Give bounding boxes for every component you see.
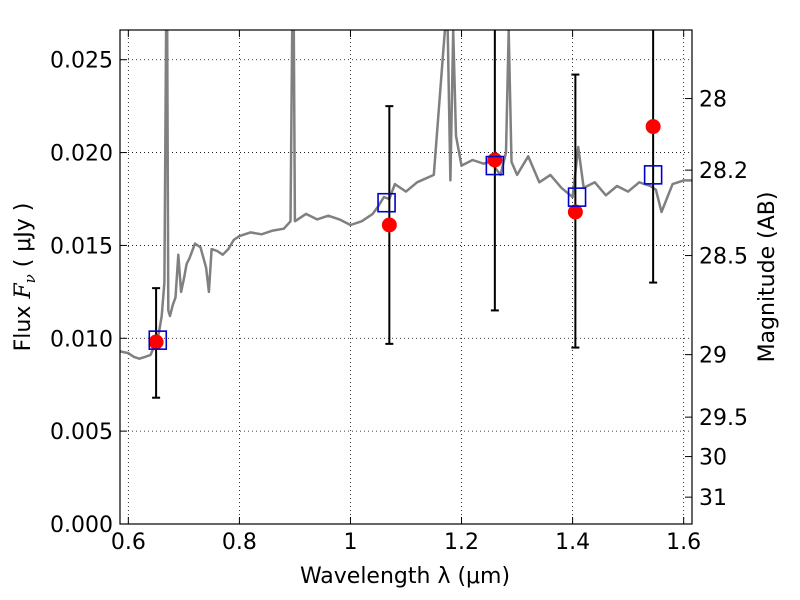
x-tick-label: 0.6 [111,530,146,555]
y2-tick-label: 31 [699,486,727,511]
observed-point [567,204,583,220]
x-axis-label: Wavelength λ (μm) [300,564,510,589]
x-tick-label: 1.4 [555,530,590,555]
model-photometry-square [485,155,505,176]
x-tick-label: 0.8 [222,530,257,555]
y-tick-label: 0.005 [50,420,113,445]
y2-tick-label: 28 [699,88,727,113]
y-tick-label: 0.020 [50,142,113,167]
model-photometry-square [643,165,663,185]
model-photometry-square [377,192,396,213]
observed-points [148,119,661,350]
y-axis-ticks: 0.000 0.005 0.010 0.015 0.020 0.025 [50,49,127,538]
y-axis-label-prefix: Flux [11,299,36,352]
y2-axis-label: Magnitude (AB) [755,192,780,363]
model-photometry-square [148,330,168,350]
model-spectrum [120,30,692,360]
y2-axis-ticks: 28 28.2 28.5 29 29.5 30 31 [685,88,748,511]
observed-point [645,119,661,135]
y-axis-label-unit: ( μJy ) [11,203,36,275]
y2-tick-label: 28.2 [699,159,748,184]
y-tick-label: 0.010 [50,327,113,352]
y-axis-label-subscript: ν [21,274,39,283]
y2-tick-label: 29.5 [699,406,748,431]
plot-frame [119,29,693,525]
x-tick-label: 1.6 [666,530,701,555]
x-tick-label: 1 [343,530,357,555]
y-axis-label-symbol: F [11,283,36,300]
observed-point [381,217,397,233]
y2-tick-label: 29 [699,344,727,369]
y-tick-label: 0.000 [50,513,113,538]
y2-tick-label: 30 [699,446,727,471]
observed-point [148,334,164,350]
observed-point [487,152,503,168]
y-axis-label: Flux Fν ( μJy ) [11,203,39,352]
y2-tick-label: 28.5 [699,245,748,270]
y-tick-label: 0.025 [50,49,113,74]
x-tick-label: 1.2 [444,530,479,555]
grid-lines [120,30,692,525]
model-spectrum-line [120,30,692,360]
model-photometry [148,155,663,350]
model-photometry-square [567,187,587,207]
y-tick-label: 0.015 [50,234,113,259]
x-axis-ticks: 0.6 0.8 1 1.2 1.4 1.6 [111,30,701,555]
